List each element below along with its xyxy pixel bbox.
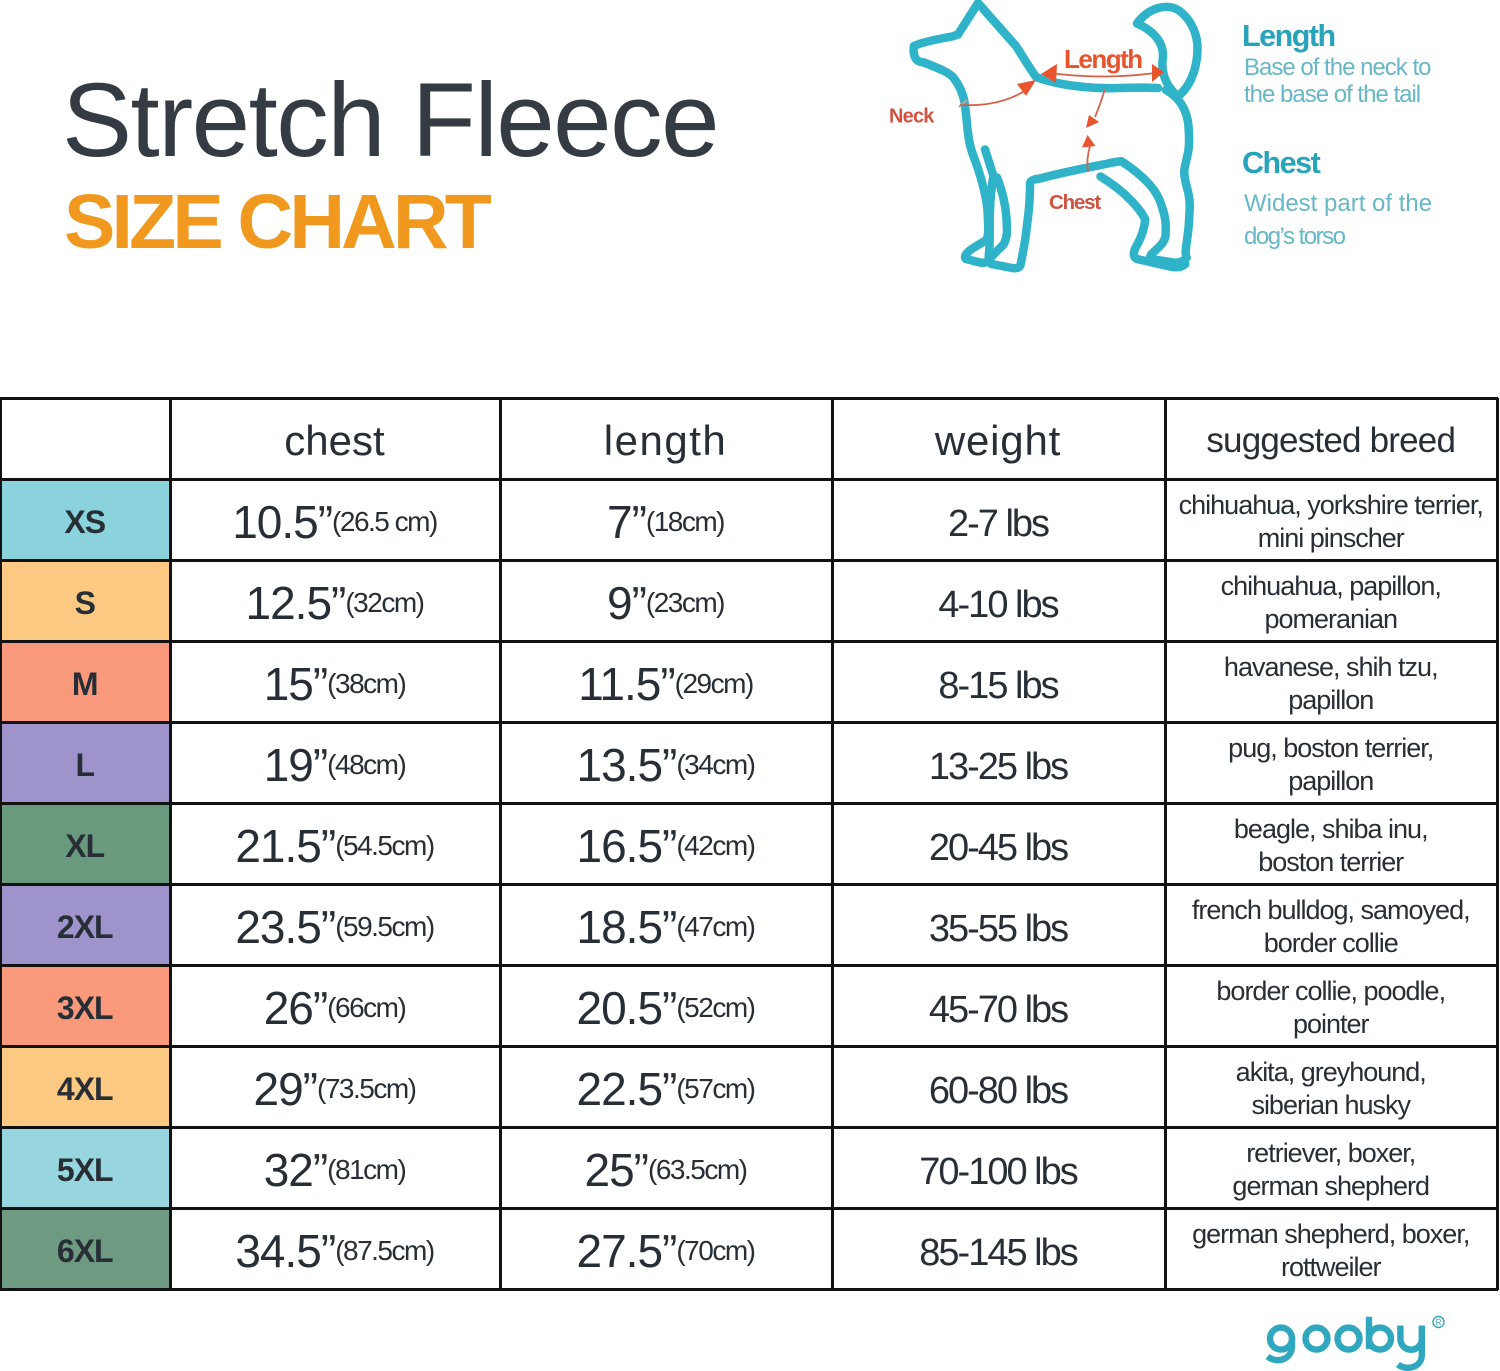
svg-text:Length: Length xyxy=(1064,44,1142,74)
svg-text:Chest: Chest xyxy=(1049,191,1101,214)
svg-text:Neck: Neck xyxy=(889,106,935,128)
svg-text:R: R xyxy=(1436,1318,1442,1327)
